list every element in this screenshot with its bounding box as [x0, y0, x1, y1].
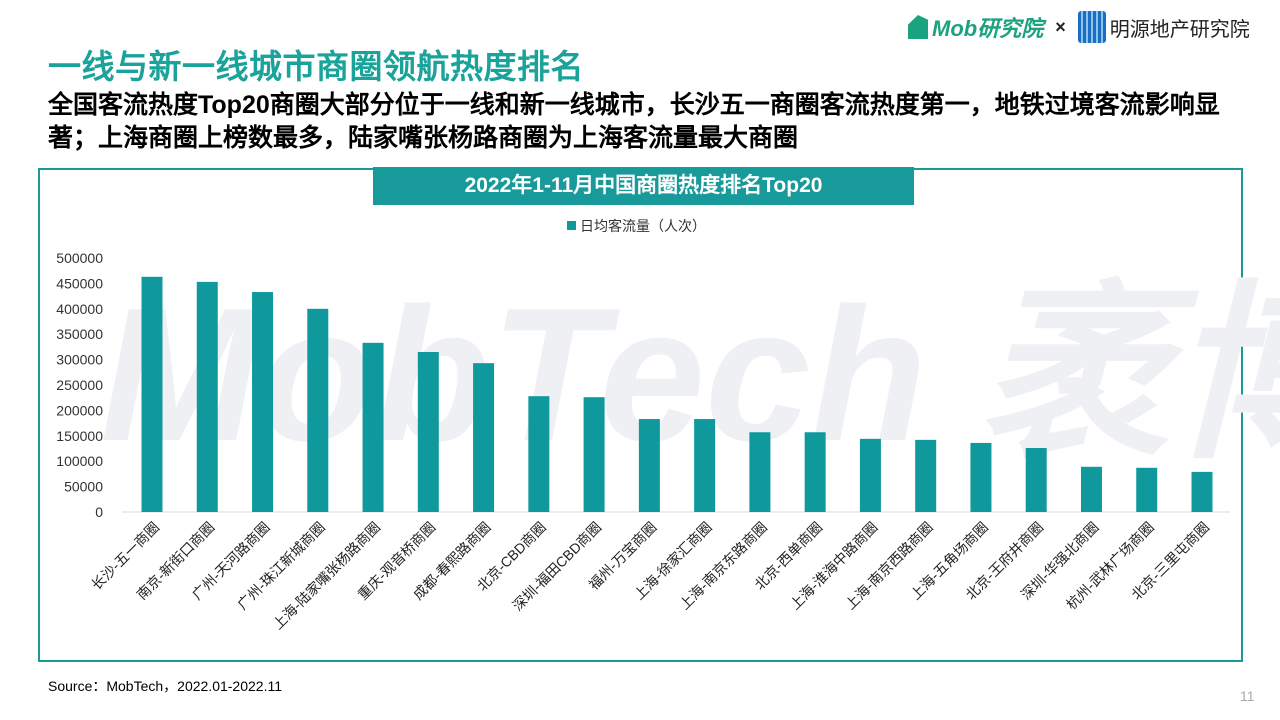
y-tick-label: 0	[95, 504, 103, 520]
page-subtitle: 全国客流热度Top20商圈大部分位于一线和新一线城市，长沙五一商圈客流热度第一，…	[48, 91, 1220, 152]
bar	[417, 351, 439, 512]
mob-logo-text: Mob研究院	[932, 16, 1044, 41]
bar	[1080, 466, 1102, 512]
bar	[528, 396, 550, 512]
bar	[1136, 467, 1158, 512]
bar	[196, 281, 218, 512]
mingyuan-logo-text: 明源地产研究院	[1109, 18, 1250, 41]
y-tick-label: 400000	[56, 301, 103, 317]
bar	[252, 292, 274, 512]
legend-label: 日均客流量（人次）	[580, 218, 706, 234]
legend-swatch	[567, 221, 576, 230]
bar	[473, 363, 495, 512]
bar	[749, 432, 771, 512]
bar	[307, 308, 329, 512]
bar	[583, 397, 605, 512]
y-tick-label: 350000	[56, 326, 103, 342]
source-note: Source：MobTech，2022.01-2022.11	[48, 678, 283, 694]
mingyuan-logo: 明源地产研究院	[1077, 11, 1250, 43]
page-title: 一线与新一线城市商圈领航热度排名	[48, 48, 584, 85]
page-number: 11	[1240, 688, 1255, 704]
y-tick-label: 250000	[56, 377, 103, 393]
bar	[638, 419, 660, 512]
mob-logo-icon	[908, 15, 928, 39]
y-tick-label: 300000	[56, 352, 103, 368]
logo-separator: ×	[1055, 16, 1066, 37]
y-tick-label: 150000	[56, 428, 103, 444]
y-tick-label: 450000	[56, 275, 103, 291]
y-tick-label: 500000	[56, 250, 103, 266]
y-tick-label: 100000	[56, 453, 103, 469]
mob-logo: Mob研究院	[908, 11, 1043, 43]
logos: Mob研究院 × 明源地产研究院	[908, 9, 1250, 45]
bar	[1025, 447, 1047, 512]
bar	[362, 342, 384, 512]
bar	[1191, 471, 1213, 512]
chart-title: 2022年1-11月中国商圈热度排名Top20	[373, 167, 914, 205]
watermark: MobTech 袤博	[100, 269, 1280, 481]
bar	[859, 438, 881, 512]
mingyuan-logo-icon	[1077, 11, 1106, 43]
bar	[141, 276, 163, 512]
y-tick-label: 50000	[64, 479, 103, 495]
bar	[970, 442, 992, 512]
x-tick-label: 上海-陆家嘴张杨路商圈	[270, 519, 384, 633]
bar	[694, 419, 716, 512]
bar	[915, 439, 937, 512]
y-tick-label: 200000	[56, 402, 103, 418]
bar	[804, 432, 826, 512]
